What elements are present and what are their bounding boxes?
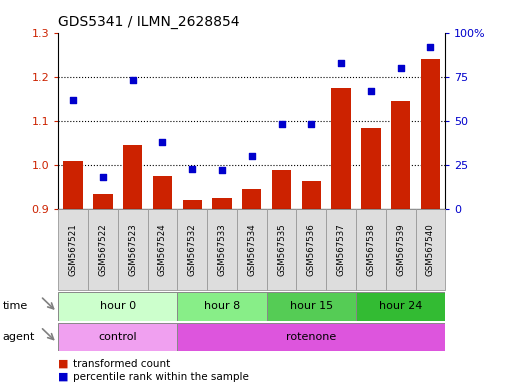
- Text: ■: ■: [58, 359, 69, 369]
- Text: GSM567524: GSM567524: [158, 223, 167, 276]
- Bar: [326, 209, 355, 290]
- Text: GSM567522: GSM567522: [98, 223, 107, 276]
- Bar: [361, 127, 380, 209]
- Text: GSM567523: GSM567523: [128, 223, 137, 276]
- Text: GSM567532: GSM567532: [187, 223, 196, 276]
- Text: transformed count: transformed count: [73, 359, 170, 369]
- Point: [69, 97, 77, 103]
- Point: [396, 65, 404, 71]
- Bar: [58, 209, 88, 290]
- Text: GSM567536: GSM567536: [306, 223, 315, 276]
- Text: ■: ■: [58, 372, 69, 382]
- Bar: [63, 161, 83, 209]
- Bar: [390, 101, 410, 209]
- Bar: [236, 209, 266, 290]
- Text: GSM567534: GSM567534: [247, 223, 256, 276]
- Bar: [93, 194, 112, 209]
- Bar: [355, 292, 444, 321]
- Text: hour 8: hour 8: [204, 301, 239, 311]
- Bar: [420, 59, 439, 209]
- Point: [188, 166, 196, 172]
- Text: GSM567521: GSM567521: [69, 223, 77, 276]
- Point: [98, 174, 107, 180]
- Bar: [207, 209, 236, 290]
- Point: [426, 44, 434, 50]
- Bar: [415, 209, 444, 290]
- Bar: [58, 323, 177, 351]
- Bar: [266, 292, 355, 321]
- Text: GSM567539: GSM567539: [395, 223, 405, 276]
- Bar: [177, 323, 444, 351]
- Point: [128, 77, 136, 83]
- Bar: [88, 209, 118, 290]
- Bar: [147, 209, 177, 290]
- Bar: [271, 170, 290, 209]
- Text: GSM567538: GSM567538: [366, 223, 375, 276]
- Point: [158, 139, 166, 145]
- Bar: [296, 209, 326, 290]
- Bar: [331, 88, 350, 209]
- Bar: [118, 209, 147, 290]
- Text: time: time: [3, 301, 28, 311]
- Point: [366, 88, 374, 94]
- Bar: [177, 209, 207, 290]
- Text: rotenone: rotenone: [286, 332, 336, 342]
- Bar: [123, 145, 142, 209]
- Text: agent: agent: [3, 332, 35, 342]
- Text: hour 0: hour 0: [99, 301, 135, 311]
- Bar: [385, 209, 415, 290]
- Point: [218, 167, 226, 174]
- Bar: [266, 209, 296, 290]
- Text: hour 24: hour 24: [378, 301, 422, 311]
- Text: GDS5341 / ILMN_2628854: GDS5341 / ILMN_2628854: [58, 15, 239, 29]
- Text: GSM567537: GSM567537: [336, 223, 345, 276]
- Text: GSM567535: GSM567535: [276, 223, 285, 276]
- Bar: [58, 292, 177, 321]
- Text: GSM567533: GSM567533: [217, 223, 226, 276]
- Text: hour 15: hour 15: [289, 301, 332, 311]
- Bar: [301, 180, 320, 209]
- Bar: [355, 209, 385, 290]
- Bar: [212, 198, 231, 209]
- Point: [336, 60, 344, 66]
- Bar: [177, 292, 266, 321]
- Text: control: control: [98, 332, 137, 342]
- Bar: [153, 176, 172, 209]
- Bar: [182, 200, 201, 209]
- Point: [247, 153, 256, 159]
- Text: GSM567540: GSM567540: [425, 223, 434, 276]
- Point: [307, 121, 315, 127]
- Point: [277, 121, 285, 127]
- Bar: [241, 189, 261, 209]
- Text: percentile rank within the sample: percentile rank within the sample: [73, 372, 249, 382]
